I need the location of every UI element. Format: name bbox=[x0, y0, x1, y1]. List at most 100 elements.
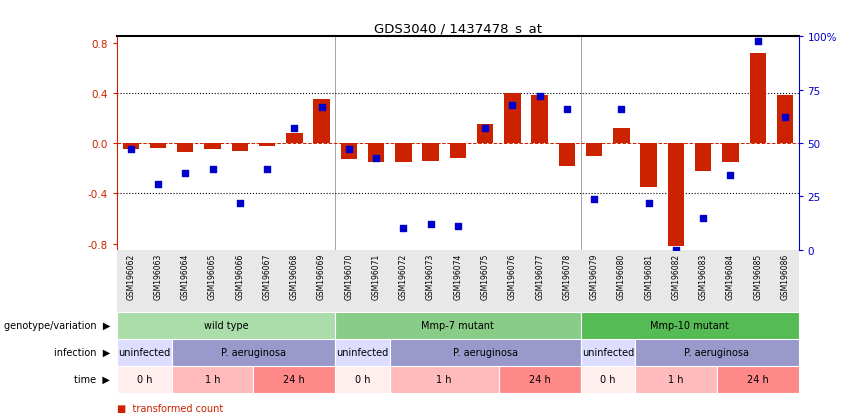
Point bbox=[260, 166, 274, 173]
Bar bbox=[667, 144, 684, 247]
Bar bbox=[635, 366, 717, 393]
Text: Mmp-10 mutant: Mmp-10 mutant bbox=[650, 320, 729, 330]
Point bbox=[451, 223, 465, 230]
Bar bbox=[150, 144, 167, 149]
Text: infection  ▶: infection ▶ bbox=[54, 347, 110, 357]
Bar bbox=[177, 144, 194, 152]
Text: GSM196076: GSM196076 bbox=[508, 253, 516, 299]
Title: GDS3040 / 1437478_s_at: GDS3040 / 1437478_s_at bbox=[374, 21, 542, 35]
Text: ■  transformed count: ■ transformed count bbox=[117, 403, 223, 413]
Text: P. aeruginosa: P. aeruginosa bbox=[452, 347, 517, 357]
Point bbox=[397, 225, 411, 232]
Text: GSM196086: GSM196086 bbox=[780, 253, 789, 299]
Bar bbox=[172, 339, 335, 366]
Bar bbox=[586, 144, 602, 156]
Point bbox=[615, 106, 628, 113]
Bar bbox=[259, 144, 275, 146]
Text: uninfected: uninfected bbox=[337, 347, 389, 357]
Bar bbox=[117, 339, 172, 366]
Bar bbox=[531, 96, 548, 144]
Bar bbox=[722, 144, 739, 162]
Text: GSM196083: GSM196083 bbox=[699, 253, 707, 299]
Bar bbox=[340, 144, 357, 160]
Point bbox=[151, 181, 165, 188]
Text: uninfected: uninfected bbox=[582, 347, 634, 357]
Point bbox=[641, 200, 655, 206]
Bar bbox=[335, 339, 390, 366]
Text: GSM196070: GSM196070 bbox=[345, 253, 353, 299]
Bar bbox=[717, 366, 799, 393]
Point bbox=[342, 147, 356, 153]
Bar bbox=[117, 312, 335, 339]
Bar bbox=[581, 366, 635, 393]
Text: 0 h: 0 h bbox=[600, 374, 615, 384]
Text: GSM196074: GSM196074 bbox=[453, 253, 463, 299]
Point bbox=[179, 170, 193, 177]
Text: GSM196082: GSM196082 bbox=[672, 253, 681, 299]
Text: GSM196069: GSM196069 bbox=[317, 253, 326, 299]
Text: P. aeruginosa: P. aeruginosa bbox=[221, 347, 286, 357]
Text: GSM196062: GSM196062 bbox=[127, 253, 135, 299]
Bar bbox=[450, 144, 466, 159]
Bar bbox=[395, 144, 411, 162]
Text: 24 h: 24 h bbox=[746, 374, 768, 384]
Point bbox=[696, 215, 710, 221]
Text: GSM196072: GSM196072 bbox=[399, 253, 408, 299]
Text: GSM196071: GSM196071 bbox=[372, 253, 380, 299]
Bar bbox=[368, 144, 385, 162]
Text: GSM196084: GSM196084 bbox=[726, 253, 735, 299]
Text: GSM196063: GSM196063 bbox=[154, 253, 162, 299]
Bar bbox=[335, 366, 390, 393]
Text: 1 h: 1 h bbox=[437, 374, 452, 384]
Bar bbox=[423, 144, 439, 161]
Bar bbox=[122, 144, 139, 150]
Text: genotype/variation  ▶: genotype/variation ▶ bbox=[3, 320, 110, 330]
Text: GSM196067: GSM196067 bbox=[263, 253, 272, 299]
Text: GSM196065: GSM196065 bbox=[208, 253, 217, 299]
Bar bbox=[117, 366, 172, 393]
Text: GSM196079: GSM196079 bbox=[589, 253, 599, 299]
Text: GSM196077: GSM196077 bbox=[536, 253, 544, 299]
Point bbox=[505, 102, 519, 109]
Point bbox=[751, 38, 765, 45]
Text: Mmp-7 mutant: Mmp-7 mutant bbox=[422, 320, 494, 330]
Text: 0 h: 0 h bbox=[136, 374, 152, 384]
Bar bbox=[390, 366, 499, 393]
Point bbox=[478, 126, 492, 132]
Text: uninfected: uninfected bbox=[118, 347, 170, 357]
Bar bbox=[695, 144, 712, 171]
Bar bbox=[581, 312, 799, 339]
Bar bbox=[581, 339, 635, 366]
Point bbox=[233, 200, 247, 206]
Bar bbox=[777, 96, 793, 144]
Bar bbox=[390, 339, 581, 366]
Bar bbox=[286, 134, 303, 144]
Text: P. aeruginosa: P. aeruginosa bbox=[684, 347, 749, 357]
Point bbox=[206, 166, 220, 173]
Bar bbox=[641, 144, 657, 188]
Point bbox=[724, 172, 738, 179]
Bar bbox=[204, 144, 220, 150]
Text: GSM196078: GSM196078 bbox=[562, 253, 571, 299]
Text: 24 h: 24 h bbox=[529, 374, 550, 384]
Bar bbox=[559, 144, 575, 166]
Point bbox=[287, 126, 301, 132]
Point bbox=[588, 196, 602, 202]
Bar bbox=[635, 339, 799, 366]
Bar bbox=[749, 53, 766, 144]
Text: GSM196066: GSM196066 bbox=[235, 253, 244, 299]
Bar bbox=[313, 100, 330, 144]
Point bbox=[560, 106, 574, 113]
Text: 0 h: 0 h bbox=[355, 374, 371, 384]
Bar bbox=[335, 312, 581, 339]
Text: GSM196064: GSM196064 bbox=[181, 253, 190, 299]
Bar bbox=[477, 125, 493, 144]
Bar bbox=[504, 94, 521, 144]
Bar bbox=[253, 366, 335, 393]
Point bbox=[315, 104, 329, 111]
Text: GSM196080: GSM196080 bbox=[617, 253, 626, 299]
Bar bbox=[172, 366, 253, 393]
Bar bbox=[613, 129, 629, 144]
Point bbox=[369, 155, 383, 162]
Point bbox=[778, 115, 792, 121]
